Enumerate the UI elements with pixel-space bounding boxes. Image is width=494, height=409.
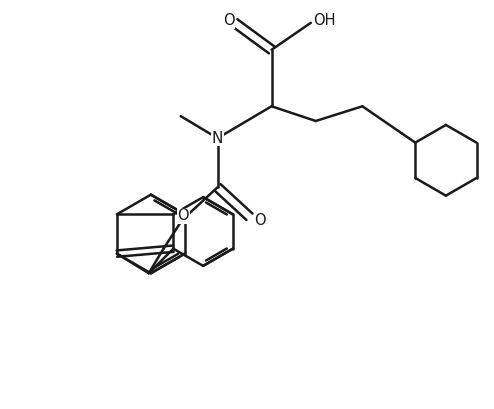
- Text: O: O: [223, 13, 235, 28]
- Text: O: O: [177, 208, 189, 223]
- Text: O: O: [254, 213, 266, 228]
- Text: N: N: [212, 131, 223, 146]
- Text: OH: OH: [313, 13, 336, 28]
